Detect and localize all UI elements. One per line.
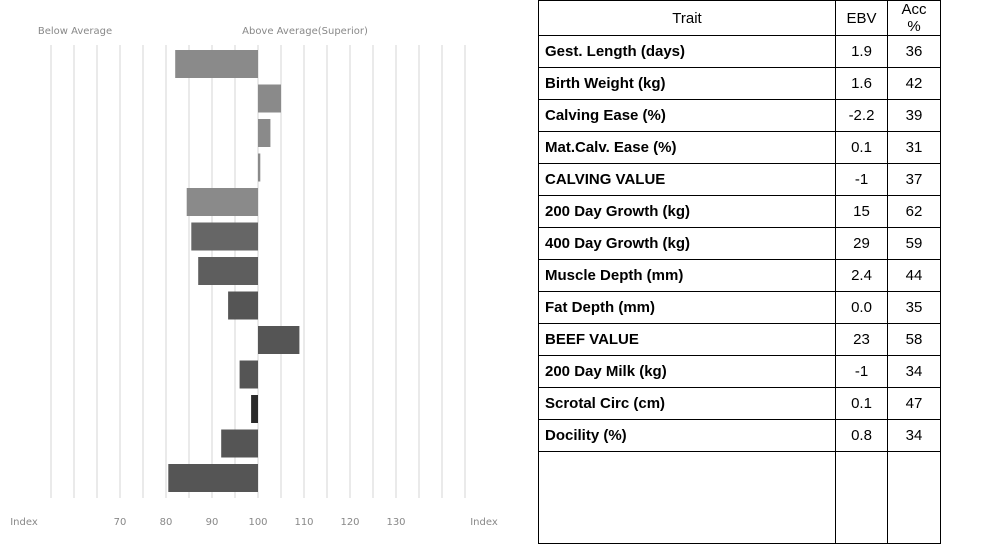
table-row: 200 Day Growth (kg) 15 62 bbox=[538, 195, 941, 228]
bar bbox=[228, 291, 258, 320]
table-cell: 29 bbox=[835, 227, 888, 260]
table-row: Birth Weight (kg) 1.6 42 bbox=[538, 67, 941, 100]
table-cell: 0.0 bbox=[835, 291, 888, 324]
table-cell: Docility (%) bbox=[538, 419, 836, 452]
table-row: Calving Ease (%) -2.2 39 bbox=[538, 99, 941, 132]
table-cell: -1 bbox=[835, 355, 888, 388]
table-cell: Scrotal Circ (cm) bbox=[538, 387, 836, 420]
bar bbox=[239, 360, 258, 389]
bar bbox=[175, 50, 258, 78]
x-tick-label: 80 bbox=[160, 517, 173, 528]
x-tick-label: 70 bbox=[114, 517, 127, 528]
bar bbox=[168, 464, 258, 492]
header-row: Trait EBV Acc % bbox=[538, 0, 941, 36]
x-tick-label: 90 bbox=[206, 517, 219, 528]
table-cell: Birth Weight (kg) bbox=[538, 67, 836, 100]
table-cell: 23 bbox=[835, 323, 888, 356]
bar bbox=[251, 395, 258, 423]
bar bbox=[221, 429, 258, 458]
x-axis-label: Index bbox=[470, 517, 498, 528]
empty-cell bbox=[887, 451, 941, 544]
table-cell: 200 Day Growth (kg) bbox=[538, 195, 836, 228]
table-row: BEEF VALUE 23 58 bbox=[538, 323, 941, 356]
table-cell: 34 bbox=[887, 419, 941, 452]
table-row: 200 Day Milk (kg) -1 34 bbox=[538, 355, 941, 388]
table-cell: 0.8 bbox=[835, 419, 888, 452]
table-cell: 400 Day Growth (kg) bbox=[538, 227, 836, 260]
table-cell: Gest. Length (days) bbox=[538, 35, 836, 68]
empty-cell bbox=[835, 451, 888, 544]
table-cell: 0.1 bbox=[835, 387, 888, 420]
table-cell: 59 bbox=[887, 227, 941, 260]
table-cell: 62 bbox=[887, 195, 941, 228]
table-cell: Mat.Calv. Ease (%) bbox=[538, 131, 836, 164]
table-row: Docility (%) 0.8 34 bbox=[538, 419, 941, 452]
x-tick-label: 130 bbox=[386, 517, 405, 528]
table-cell: 42 bbox=[887, 67, 941, 100]
table-cell: Calving Ease (%) bbox=[538, 99, 836, 132]
left-label: Below Average bbox=[38, 26, 112, 37]
chart: Below Average Above Average(Superior) 70… bbox=[10, 26, 498, 528]
table-cell: CALVING VALUE bbox=[538, 163, 836, 196]
bar bbox=[258, 119, 271, 147]
table-cell: BEEF VALUE bbox=[538, 323, 836, 356]
x-tick-label: 110 bbox=[294, 517, 313, 528]
table-cell: 44 bbox=[887, 259, 941, 292]
table-cell: -1 bbox=[835, 163, 888, 196]
table-cell: 37 bbox=[887, 163, 941, 196]
right-label: Above Average(Superior) bbox=[242, 26, 368, 37]
table-cell: -2.2 bbox=[835, 99, 888, 132]
bar bbox=[258, 153, 261, 182]
table-row: Mat.Calv. Ease (%) 0.1 31 bbox=[538, 131, 941, 164]
table-cell: 200 Day Milk (kg) bbox=[538, 355, 836, 388]
table-row: CALVING VALUE -1 37 bbox=[538, 163, 941, 196]
table-cell: Fat Depth (mm) bbox=[538, 291, 836, 324]
table-cell: 1.9 bbox=[835, 35, 888, 68]
table-cell: 36 bbox=[887, 35, 941, 68]
table-cell: Muscle Depth (mm) bbox=[538, 259, 836, 292]
bar bbox=[186, 188, 258, 216]
header-cell: Acc % bbox=[887, 0, 941, 36]
empty-row bbox=[538, 451, 941, 544]
bar bbox=[191, 222, 258, 251]
header-cell: EBV bbox=[835, 0, 888, 36]
table-row: Muscle Depth (mm) 2.4 44 bbox=[538, 259, 941, 292]
table-row: Gest. Length (days) 1.9 36 bbox=[538, 35, 941, 68]
bar bbox=[198, 257, 258, 285]
table-cell: 47 bbox=[887, 387, 941, 420]
x-axis-label: Index bbox=[10, 517, 38, 528]
trait-table: Trait EBV Acc % Gest. Length (days) 1.9 36 Bir… bbox=[538, 0, 941, 544]
table-cell: 39 bbox=[887, 99, 941, 132]
x-tick-label: 120 bbox=[340, 517, 359, 528]
table-cell: 2.4 bbox=[835, 259, 888, 292]
table-cell: 15 bbox=[835, 195, 888, 228]
x-tick-label: 100 bbox=[248, 517, 267, 528]
table-row: 400 Day Growth (kg) 29 59 bbox=[538, 227, 941, 260]
table-cell: 31 bbox=[887, 131, 941, 164]
bar bbox=[258, 84, 281, 113]
table-cell: 0.1 bbox=[835, 131, 888, 164]
table-row: Fat Depth (mm) 0.0 35 bbox=[538, 291, 941, 324]
table-cell: 58 bbox=[887, 323, 941, 356]
header-cell: Trait bbox=[538, 0, 836, 36]
table-cell: 34 bbox=[887, 355, 941, 388]
table-cell: 35 bbox=[887, 291, 941, 324]
bar bbox=[258, 326, 300, 354]
table-row: Scrotal Circ (cm) 0.1 47 bbox=[538, 387, 941, 420]
empty-cell bbox=[538, 451, 836, 544]
table-cell: 1.6 bbox=[835, 67, 888, 100]
